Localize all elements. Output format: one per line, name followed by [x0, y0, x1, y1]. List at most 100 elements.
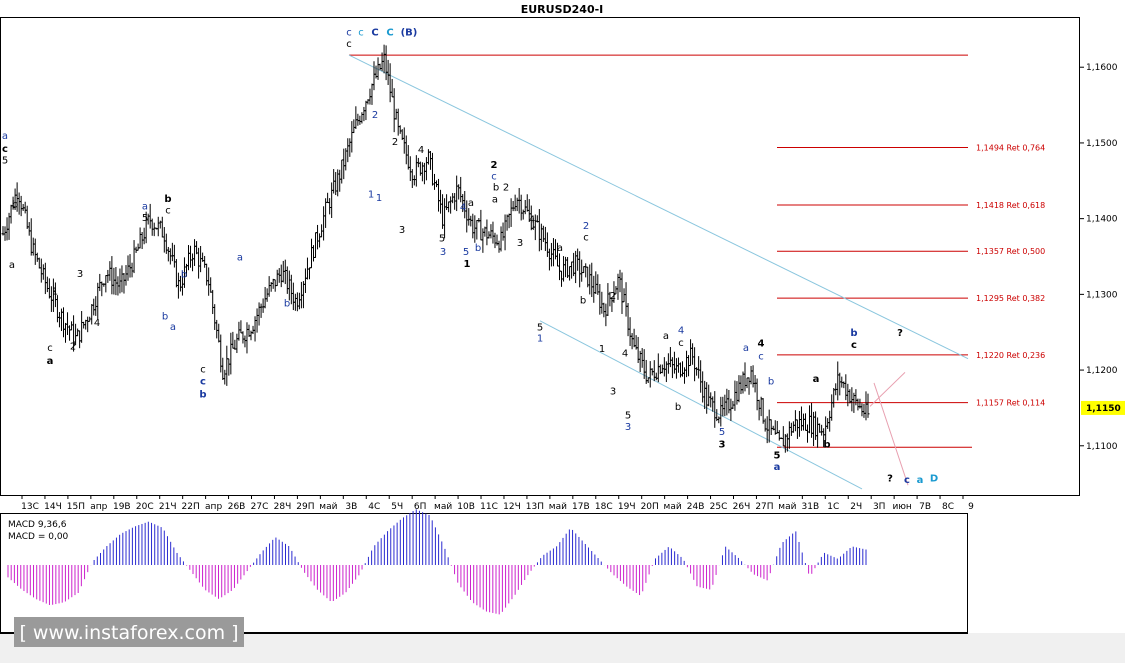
wave-label: b: [199, 389, 206, 400]
time-tick-label: 3В: [345, 502, 357, 512]
wave-label: b: [823, 439, 830, 450]
wave-label: 1: [464, 259, 471, 270]
channel-lower-line: [539, 320, 863, 490]
macd-value: MACD = 0,00: [8, 532, 69, 542]
wave-label: a: [142, 202, 148, 213]
time-tick-label: 3П: [873, 502, 886, 512]
wave-label: 4: [758, 339, 765, 350]
time-tick-label: 31В: [802, 502, 820, 512]
wave-label: a: [492, 195, 498, 206]
wave-label: 4: [94, 318, 100, 329]
time-tick-label: май: [319, 502, 337, 512]
wave-label: 3: [77, 269, 83, 280]
time-tick-label: 5Ч: [391, 502, 403, 512]
wave-label: c: [904, 475, 910, 486]
wave-label: 3: [440, 247, 446, 258]
wave-label: a: [774, 462, 781, 473]
watermark: [ www.instaforex.com ]: [19, 622, 238, 644]
wave-label: D: [930, 473, 938, 484]
time-tick-label: 1С: [827, 502, 839, 512]
time-tick-label: май: [778, 502, 796, 512]
time-tick-label: 24В: [687, 502, 705, 512]
wave-label: c: [200, 364, 206, 375]
time-tick-label: 29П: [296, 502, 314, 512]
wave-label: 5: [719, 427, 725, 438]
time-tick-label: июн: [892, 502, 911, 512]
time-tick-label: 6П: [414, 502, 427, 512]
wave-label: C: [371, 27, 378, 38]
wave-label: b: [284, 298, 290, 309]
chart-title: EURUSD240-I: [521, 3, 604, 16]
price-pane: [0, 17, 1080, 496]
time-tick-label: май: [434, 502, 452, 512]
wave-label: b: [580, 295, 586, 306]
wave-label: c: [165, 205, 171, 216]
wave-label: b: [164, 194, 171, 205]
wave-label: c: [583, 233, 589, 244]
wave-label: a: [47, 356, 54, 367]
wave-label: b: [162, 311, 168, 322]
wave-label: 2: [372, 110, 378, 121]
time-tick-label: 22П: [182, 502, 200, 512]
wave-label: a: [468, 198, 474, 209]
time-tick-label: май: [549, 502, 567, 512]
time-tick-label: 28Ч: [274, 502, 292, 512]
wave-label: a: [663, 331, 669, 342]
wave-label: b: [12, 199, 18, 210]
wave-label: 1: [537, 333, 543, 344]
macd-title: MACD 9,36,6: [8, 520, 67, 530]
wave-label: c: [758, 351, 764, 362]
wave-label: 4: [529, 214, 535, 225]
current-price-label: 1,1150: [1086, 404, 1121, 414]
time-tick-label: апр: [205, 502, 222, 512]
wave-label: 5: [537, 323, 543, 334]
projection-up-line: [869, 371, 906, 407]
time-tick-label: 7В: [919, 502, 931, 512]
retracement-label: 1,1357 Ret 0,500: [976, 247, 1045, 256]
wave-label: 5: [439, 233, 445, 244]
wave-label: c: [346, 39, 352, 50]
wave-label: 4: [418, 145, 424, 156]
time-tick-label: 2Ч: [850, 502, 862, 512]
projection-down-line: [873, 382, 909, 486]
price-tick-label: 1,1600: [1086, 63, 1118, 73]
wave-label: c: [491, 171, 497, 182]
wave-label: 1: [599, 344, 605, 355]
wave-label: 1: [368, 189, 374, 200]
wave-label: c: [200, 376, 206, 387]
wave-label: a: [813, 374, 820, 385]
wave-label: a: [237, 252, 243, 263]
time-tick-label: 9: [968, 502, 974, 512]
wave-label: 2: [491, 160, 498, 171]
time-tick-label: 14Ч: [44, 502, 62, 512]
wave-label: 2: [583, 221, 589, 232]
time-tick-label: 19Ч: [618, 502, 636, 512]
wave-label: 3: [719, 439, 726, 450]
price-tick-label: 1,1400: [1086, 215, 1118, 225]
time-tick-label: 8С: [942, 502, 954, 512]
wave-label: b: [475, 243, 481, 254]
time-tick-label: 13П: [526, 502, 544, 512]
time-tick-label: 27П: [755, 502, 773, 512]
wave-label: 1: [52, 286, 58, 297]
wave-label: 2: [392, 137, 398, 148]
wave-label: b: [181, 270, 187, 281]
wave-label: 4: [622, 348, 628, 359]
current-price-tag: [1081, 400, 1125, 415]
time-tick-label: 12Ч: [503, 502, 521, 512]
wave-label: 3: [517, 238, 523, 249]
wave-label: c: [47, 343, 53, 354]
wave-label: ?: [897, 328, 903, 339]
price-tick-label: 1,1100: [1086, 442, 1118, 452]
wave-label: C: [386, 27, 393, 38]
time-tick-label: 25С: [710, 502, 728, 512]
wave-label: c: [358, 27, 364, 38]
wave-label: (B): [401, 27, 418, 38]
wave-label: c: [678, 338, 684, 349]
time-tick-label: апр: [90, 502, 107, 512]
wave-label: ?: [887, 473, 893, 484]
time-tick-label: 10В: [457, 502, 475, 512]
wave-label: 4: [460, 202, 466, 213]
price-tick-label: 1,1500: [1086, 139, 1118, 149]
